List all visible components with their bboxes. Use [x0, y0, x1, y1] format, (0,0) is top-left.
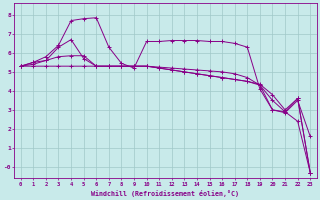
X-axis label: Windchill (Refroidissement éolien,°C): Windchill (Refroidissement éolien,°C) [92, 190, 239, 197]
